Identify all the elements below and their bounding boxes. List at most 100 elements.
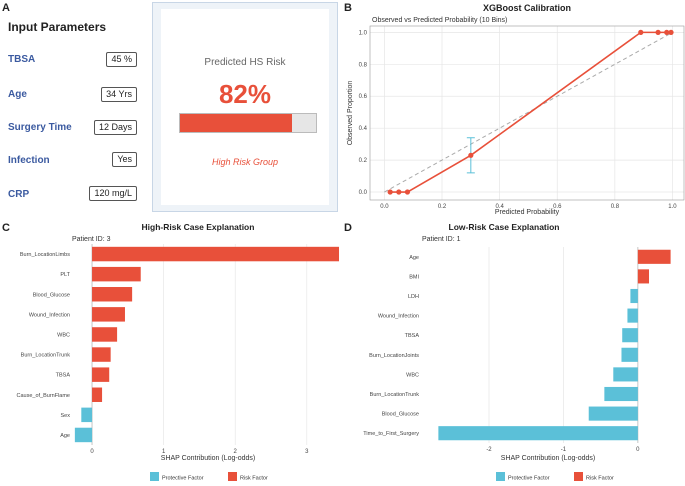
low-risk-legend-swatch — [496, 472, 505, 481]
high-risk-category-label: Burn_LocationLimbs — [20, 252, 70, 258]
calibration-subtitle: Observed vs Predicted Probability (10 Bi… — [372, 17, 507, 24]
risk-card-inner: Predicted HS Risk 82% High Risk Group — [161, 9, 329, 205]
calibration-point — [404, 189, 411, 195]
calibration-ytick-label: 1.0 — [359, 30, 368, 36]
low-risk-bar — [622, 328, 638, 343]
calibration-ytick-label: 0.2 — [359, 158, 368, 164]
low-risk-bar — [630, 288, 638, 304]
calibration-ytick-label: 0.6 — [359, 94, 368, 100]
high-risk-xtick-label: 3 — [305, 449, 309, 455]
high-risk-bar — [81, 407, 93, 423]
low-risk-xtick-label: 0 — [636, 447, 640, 453]
calibration-point — [387, 189, 393, 195]
param-label-tbsa: TBSA — [8, 54, 36, 65]
high-risk-bar — [92, 307, 125, 322]
low-risk-legend-swatch — [574, 472, 583, 481]
high-risk-legend-swatch — [150, 472, 159, 481]
input-parameters-title: Input Parameters — [8, 20, 107, 34]
panel-letter-a: A — [2, 2, 10, 14]
calibration-series-line — [390, 31, 672, 193]
low-risk-xlabel: SHAP Contribution (Log-odds) — [501, 455, 595, 462]
low-risk-bar — [637, 249, 671, 264]
panel-letter-c: C — [2, 222, 10, 234]
calibration-point — [468, 152, 474, 158]
high-risk-category-label: WBC — [57, 332, 70, 338]
high-risk-bar — [92, 367, 110, 382]
param-value-surgery-time: 12 Days — [93, 120, 137, 135]
high-risk-category-label: Blood_Glucose — [33, 292, 70, 298]
calibration-xlabel: Predicted Probability — [495, 209, 560, 216]
low-risk-legend-label: Risk Factor — [586, 476, 614, 482]
high-risk-category-label: TBSA — [56, 373, 71, 379]
high-risk-bar — [92, 347, 111, 362]
calibration-title: XGBoost Calibration — [483, 3, 571, 13]
param-value-crp: 120 mg/L — [89, 186, 137, 201]
param-value-infection: Yes — [112, 152, 137, 167]
panel-letter-d: D — [344, 222, 352, 234]
high-risk-subtitle: Patient ID: 3 — [72, 236, 111, 243]
high-risk-category-label: Cause_of_BurnFlame — [16, 393, 70, 399]
low-risk-category-label: Wound_Infection — [378, 314, 419, 320]
high-risk-legend-label: Protective Factor — [162, 476, 204, 482]
high-risk-category-label: PLT — [60, 272, 70, 278]
low-risk-category-label: Blood_Glucose — [382, 412, 419, 418]
high-risk-title: High-Risk Case Explanation — [142, 222, 255, 232]
calibration-point — [638, 29, 644, 35]
low-risk-bar — [621, 347, 638, 362]
high-risk-xtick-label: 1 — [162, 449, 166, 455]
low-risk-bar — [438, 426, 638, 441]
calibration-ytick-label: 0.0 — [359, 190, 368, 196]
high-risk-legend-swatch — [228, 472, 237, 481]
calibration-point — [655, 29, 661, 35]
high-risk-bar — [92, 327, 118, 342]
high-risk-bar — [92, 266, 141, 282]
risk-progress-bar — [179, 113, 317, 133]
low-risk-category-label: LDH — [408, 294, 419, 300]
calibration-xtick-label: 1.0 — [668, 204, 677, 210]
high-risk-xtick-label: 2 — [234, 449, 238, 455]
calibration-ytick-label: 0.4 — [359, 126, 368, 132]
calibration-xtick-label: 0.0 — [380, 204, 389, 210]
panel-letter-b: B — [344, 2, 352, 14]
calibration-xtick-label: 0.6 — [553, 204, 562, 210]
calibration-reference-line — [384, 31, 673, 193]
high-risk-bar — [92, 287, 133, 302]
low-risk-bar — [588, 406, 638, 421]
high-risk-category-label: Wound_Infection — [29, 312, 70, 318]
calibration-point — [664, 29, 670, 35]
low-risk-category-label: Burn_LocationJoints — [369, 353, 419, 359]
param-label-crp: CRP — [8, 189, 30, 200]
high-risk-legend-label: Risk Factor — [240, 476, 268, 482]
low-risk-xtick-label: -1 — [561, 447, 567, 453]
high-risk-xtick-label: 0 — [90, 449, 94, 455]
risk-value: 82% — [218, 79, 272, 109]
calibration-ytick-label: 0.8 — [359, 62, 368, 68]
high-risk-xlabel: SHAP Contribution (Log-odds) — [161, 455, 255, 462]
calibration-xtick-label: 0.2 — [438, 204, 447, 210]
low-risk-legend-label: Protective Factor — [508, 476, 550, 482]
calibration-xtick-label: 0.8 — [611, 204, 620, 210]
risk-progress-fill — [180, 114, 292, 132]
calibration-xtick-label: 0.4 — [495, 204, 504, 210]
low-risk-bar — [627, 308, 638, 323]
risk-title: Predicted HS Risk — [204, 57, 286, 68]
param-label-surgery-time: Surgery Time — [8, 122, 72, 133]
low-risk-bar — [604, 386, 638, 402]
param-label-age: Age — [8, 89, 27, 100]
low-risk-category-label: Time_to_First_Surgery — [363, 431, 419, 437]
high-risk-bar — [74, 427, 93, 443]
high-risk-category-label: Age — [60, 433, 70, 439]
low-risk-subtitle: Patient ID: 1 — [422, 236, 461, 243]
low-risk-bar — [613, 367, 638, 382]
param-value-age: 34 Yrs — [101, 87, 137, 102]
param-value-tbsa: 45 % — [106, 52, 137, 67]
high-risk-bar — [92, 387, 103, 402]
low-risk-category-label: WBC — [406, 372, 419, 378]
low-risk-bar — [637, 269, 650, 284]
low-risk-category-label: Burn_LocationTrunk — [370, 392, 420, 398]
high-risk-bar — [92, 246, 340, 262]
risk-card: Predicted HS Risk 82% High Risk Group — [152, 2, 338, 212]
calibration-ylabel: Observed Proportion — [347, 81, 354, 146]
calibration-plot-border — [369, 25, 685, 201]
